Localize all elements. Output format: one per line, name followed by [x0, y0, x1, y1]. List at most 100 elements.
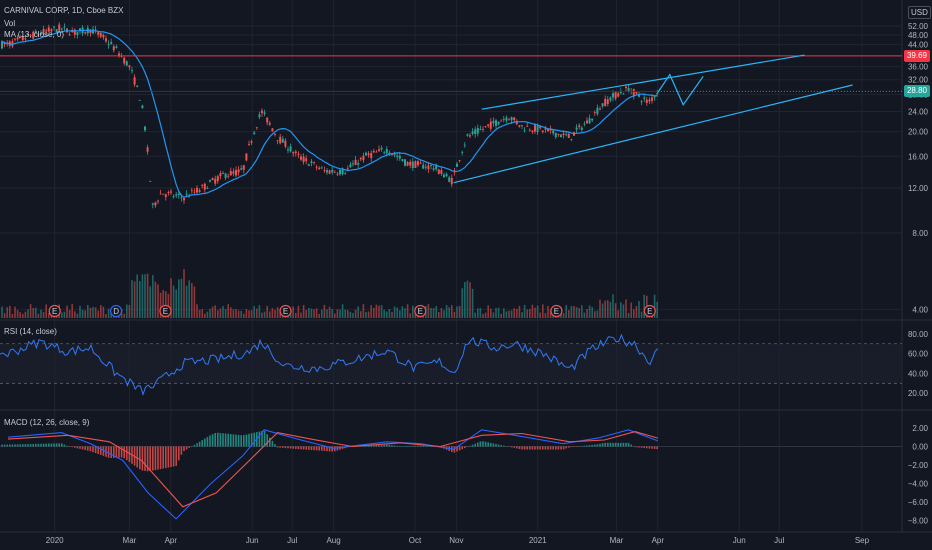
volume-bar: [321, 309, 323, 318]
macd-histogram-bar: [380, 444, 383, 447]
candle-body: [484, 126, 487, 127]
candle-body: [79, 28, 81, 31]
macd-histogram-bar: [367, 445, 370, 447]
volume-bar: [128, 304, 131, 318]
price-tick-label: 4.00: [912, 305, 928, 314]
macd-histogram-bar: [523, 446, 526, 450]
candle-body: [123, 57, 126, 64]
volume-bar: [141, 274, 144, 318]
volume-bar: [170, 278, 172, 318]
macd-histogram-bar: [302, 446, 305, 450]
macd-histogram-bar: [126, 446, 128, 461]
volume-bar: [609, 301, 612, 318]
macd-histogram-bar: [84, 446, 86, 451]
volume-bar: [206, 311, 209, 318]
candle-body: [640, 101, 643, 103]
candle-body: [586, 120, 588, 124]
volume-bar: [48, 313, 50, 318]
candle-body: [63, 26, 66, 28]
volume-bar: [627, 312, 630, 318]
candle-body: [404, 159, 406, 166]
volume-bar: [126, 304, 128, 318]
volume-bar: [183, 269, 185, 318]
volume-bar: [185, 285, 188, 318]
volume-bar: [612, 294, 614, 318]
macd-histogram-bar: [240, 435, 242, 447]
candle-body: [495, 120, 497, 126]
volume-bar: [318, 313, 320, 318]
candle-body: [240, 168, 243, 170]
volume-bar: [526, 309, 528, 318]
volume-bar: [518, 305, 521, 318]
time-axis-label: Aug: [326, 536, 340, 545]
volume-bar: [354, 309, 357, 318]
macd-tick-label: −8.00: [908, 517, 929, 526]
candle-body: [224, 173, 227, 179]
candle-body: [528, 129, 531, 131]
macd-histogram-bar: [97, 446, 99, 454]
candle-body: [216, 176, 219, 182]
volume-bar: [430, 307, 432, 318]
macd-histogram-bar: [66, 445, 68, 447]
volume-bar: [607, 300, 609, 318]
macd-histogram-bar: [115, 446, 118, 458]
macd-histogram-bar: [196, 443, 198, 447]
macd-histogram-bar: [627, 442, 630, 447]
candle-body: [500, 120, 503, 122]
volume-bar: [227, 304, 229, 318]
macd-histogram-bar: [505, 446, 508, 447]
price-tick-label: 36.00: [908, 63, 929, 72]
candle-body: [388, 152, 391, 155]
candle-body: [16, 37, 19, 40]
volume-bar: [152, 275, 154, 318]
candle-body: [336, 173, 339, 175]
macd-histogram-bar: [159, 446, 162, 470]
volume-bar: [484, 312, 487, 318]
volume-bar: [562, 313, 565, 318]
candle-body: [367, 153, 370, 156]
macd-histogram-bar: [651, 446, 653, 449]
candle-body: [450, 177, 453, 185]
volume-bar: [471, 288, 474, 318]
candle-body: [411, 161, 414, 169]
volume-bar: [643, 294, 645, 318]
volume-bar: [653, 294, 656, 318]
candle-body: [175, 194, 178, 196]
volume-bar: [393, 306, 396, 318]
macd-histogram-bar: [518, 446, 521, 449]
candle-body: [177, 193, 180, 195]
volume-bar: [523, 304, 526, 318]
volume-bar: [386, 311, 388, 318]
candle-body: [68, 34, 71, 36]
candle-body: [274, 133, 276, 135]
volume-bar: [344, 309, 346, 318]
macd-histogram-bar: [50, 443, 53, 447]
volume-bar: [102, 306, 105, 318]
channel-upper-line: [481, 54, 805, 110]
macd-histogram-bar: [630, 444, 632, 447]
candle-body: [37, 34, 40, 36]
volume-bar: [243, 313, 245, 318]
candle-body: [323, 170, 326, 171]
volume-bar: [500, 313, 502, 318]
volume-bar: [87, 304, 89, 318]
macd-histogram-bar: [614, 442, 617, 447]
price-tick-label: 12.00: [908, 184, 929, 193]
candle-body: [331, 169, 334, 173]
macd-histogram-bar: [282, 446, 284, 448]
volume-bar: [490, 308, 492, 318]
candle-body: [73, 29, 76, 35]
volume-bar: [438, 312, 440, 318]
candle-body: [141, 105, 144, 109]
candle-body: [118, 53, 120, 56]
volume-bar: [373, 307, 375, 318]
currency-button[interactable]: USD: [908, 6, 931, 19]
candle-body: [250, 141, 253, 143]
candle-body: [222, 173, 224, 174]
macd-histogram-bar: [432, 446, 435, 447]
macd-histogram-bar: [180, 446, 183, 455]
macd-histogram-bar: [427, 446, 430, 447]
macd-histogram-bar: [510, 446, 513, 448]
volume-bar: [573, 306, 575, 318]
